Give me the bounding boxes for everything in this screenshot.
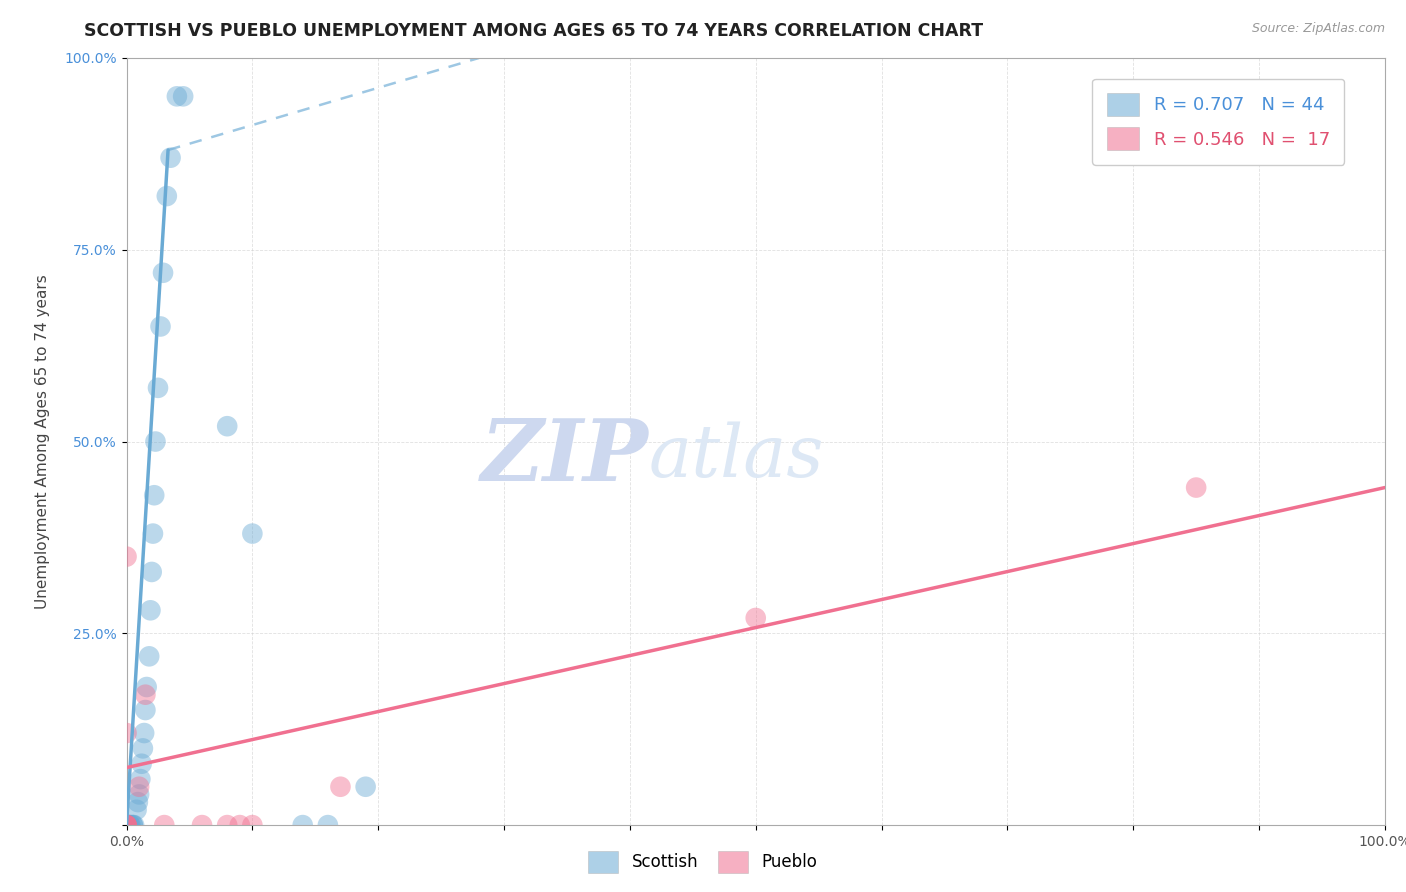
Point: [354, 780, 377, 794]
Point: [115, 818, 138, 832]
Point: [121, 818, 143, 832]
Point: [120, 818, 142, 832]
Point: [125, 803, 148, 817]
Point: [141, 565, 163, 579]
Point: [115, 818, 138, 832]
Point: [115, 818, 138, 832]
Legend: R = 0.707   N = 44, R = 0.546   N =  17: R = 0.707 N = 44, R = 0.546 N = 17: [1092, 78, 1344, 165]
Point: [145, 434, 167, 449]
Point: [146, 381, 169, 395]
Point: [139, 603, 162, 617]
Legend: Scottish, Pueblo: Scottish, Pueblo: [582, 845, 824, 880]
Point: [135, 680, 157, 694]
Text: atlas: atlas: [648, 422, 824, 492]
Point: [120, 818, 142, 832]
Point: [131, 756, 153, 771]
Point: [117, 818, 139, 832]
Point: [134, 703, 156, 717]
Point: [152, 266, 174, 280]
Point: [115, 818, 138, 832]
Point: [217, 419, 239, 434]
Point: [166, 89, 188, 103]
Text: Source: ZipAtlas.com: Source: ZipAtlas.com: [1251, 22, 1385, 36]
Point: [115, 549, 138, 564]
Text: ZIP: ZIP: [481, 415, 648, 499]
Point: [127, 795, 149, 809]
Point: [134, 726, 156, 740]
Point: [117, 818, 139, 832]
Point: [115, 818, 138, 832]
Point: [115, 818, 138, 832]
Point: [329, 780, 352, 794]
Point: [156, 189, 179, 203]
Point: [129, 772, 152, 786]
Point: [217, 818, 239, 832]
Point: [115, 818, 138, 832]
Text: SCOTTISH VS PUEBLO UNEMPLOYMENT AMONG AGES 65 TO 74 YEARS CORRELATION CHART: SCOTTISH VS PUEBLO UNEMPLOYMENT AMONG AG…: [84, 22, 983, 40]
Point: [142, 526, 165, 541]
Point: [128, 788, 150, 802]
Point: [745, 611, 768, 625]
Point: [115, 818, 138, 832]
Point: [115, 818, 138, 832]
Point: [118, 818, 141, 832]
Point: [316, 818, 339, 832]
Point: [128, 780, 150, 794]
Point: [115, 818, 138, 832]
Point: [122, 818, 145, 832]
Point: [229, 818, 252, 832]
Point: [149, 319, 172, 334]
Y-axis label: Unemployment Among Ages 65 to 74 years: Unemployment Among Ages 65 to 74 years: [35, 274, 51, 609]
Point: [115, 818, 138, 832]
Point: [143, 488, 166, 502]
Point: [115, 818, 138, 832]
Point: [172, 89, 194, 103]
Point: [121, 818, 143, 832]
Point: [138, 649, 160, 664]
Point: [242, 526, 264, 541]
Point: [153, 818, 176, 832]
Point: [159, 151, 181, 165]
Point: [134, 688, 156, 702]
Point: [132, 741, 155, 756]
Point: [118, 818, 141, 832]
Point: [242, 818, 264, 832]
Point: [115, 818, 138, 832]
Point: [1185, 481, 1208, 495]
Point: [191, 818, 214, 832]
Point: [115, 726, 138, 740]
Point: [291, 818, 314, 832]
